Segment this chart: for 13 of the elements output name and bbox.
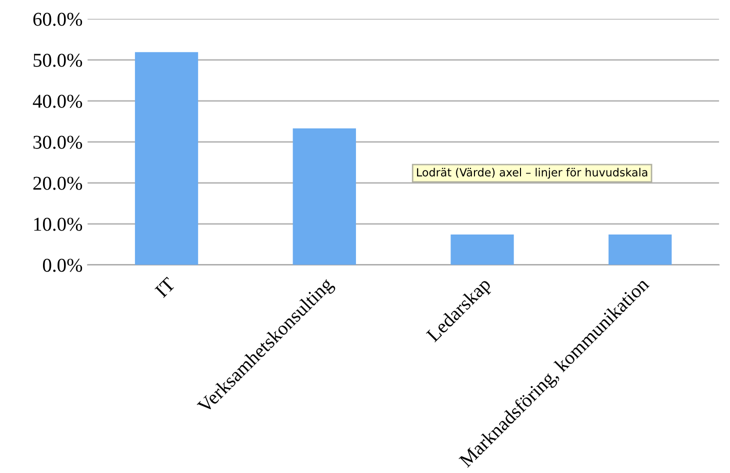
bar [134, 52, 198, 265]
y-tick-label: 10.0% [34, 218, 82, 231]
bar [608, 234, 672, 265]
y-tick-label: 20.0% [33, 176, 82, 190]
y-tick-label: 60.0% [33, 12, 82, 26]
x-tick-label: IT [154, 276, 176, 298]
bar [450, 234, 514, 265]
y-tick-label: 40.0% [32, 94, 82, 108]
y-tick-label: 0.0% [42, 258, 82, 272]
y-tick-label: 30.0% [33, 136, 82, 149]
annotation: Lodrät (Värde) axel – linjer för huvudskala [417, 168, 648, 179]
y-tick-label: 50.0% [34, 54, 82, 67]
bar [292, 128, 356, 265]
